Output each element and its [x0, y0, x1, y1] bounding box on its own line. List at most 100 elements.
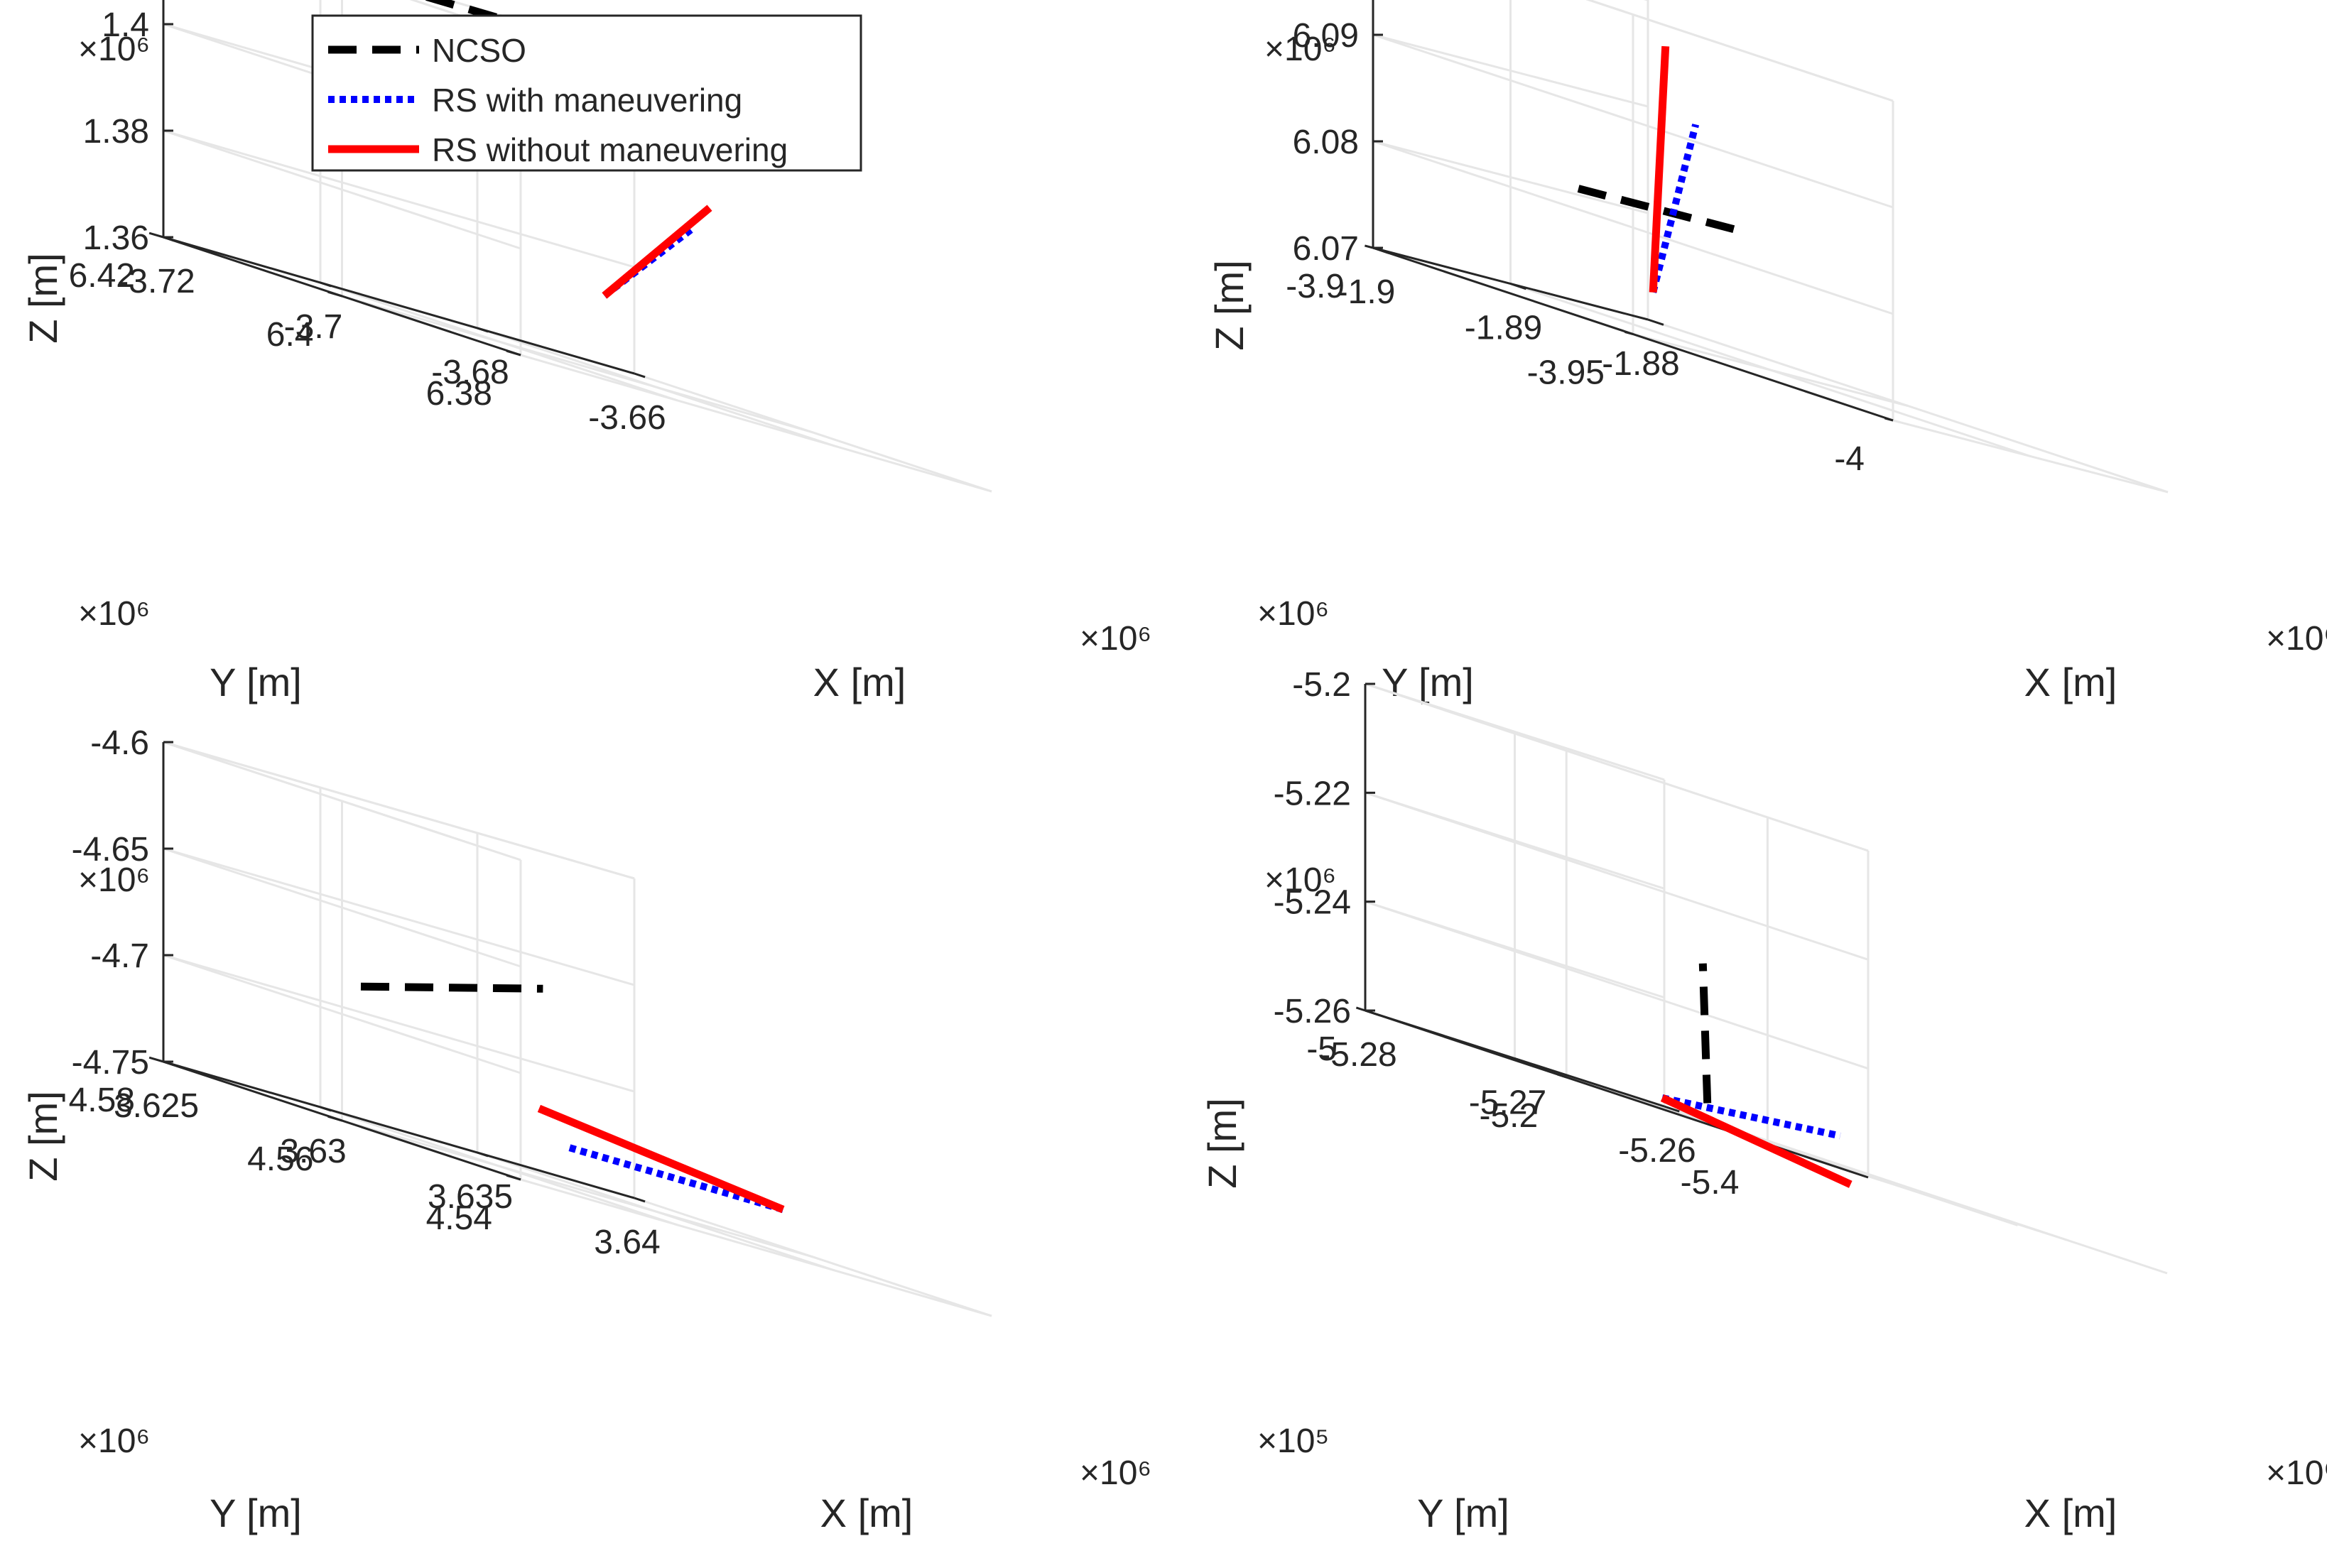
x-tick-label: -1.9 [1337, 273, 1396, 311]
y-tick-label: 6.42 [69, 257, 135, 295]
y-tick-label: 4.54 [426, 1199, 492, 1237]
x-tick [634, 372, 646, 379]
x-exponent-label: ×10⁶ [2266, 1454, 2327, 1492]
x-exponent-label: ×10⁶ [1080, 620, 1151, 658]
y-tick [1365, 244, 1374, 249]
grid-line-floor-y [1632, 333, 1909, 407]
legend-label: NCSO [432, 32, 526, 69]
y-tick-label: -5.4 [1681, 1164, 1740, 1202]
x-tick-label: 3.625 [114, 1087, 199, 1125]
series-line-rs-with-maneuvering [568, 1144, 784, 1214]
z-tick-label: 1.36 [83, 219, 149, 257]
series-line-rs-without-maneuvering [1660, 1094, 1853, 1188]
y-tick [1624, 331, 1634, 335]
axes [148, 741, 646, 1203]
z-tick-label: -5.22 [1274, 775, 1351, 812]
x-tick [320, 281, 332, 288]
z-tick-label: 6.07 [1293, 230, 1359, 268]
x-tick [1510, 283, 1526, 290]
legend-label: RS without maneuvering [432, 131, 788, 168]
box-edge [163, 741, 521, 861]
x-tick [477, 1151, 489, 1158]
legend-box [311, 14, 862, 172]
x-axis-label: X [m] [813, 660, 906, 704]
grid-line-wall-z [1372, 33, 1894, 209]
x-tick-label: -1.88 [1602, 345, 1679, 383]
z-exponent-label: ×10⁶ [78, 31, 150, 68]
y-axis-line [1365, 1009, 1869, 1179]
legend-label: RS with maneuvering [432, 82, 742, 119]
series-group [1660, 963, 1853, 1188]
z-axis-label: Z [m] [1200, 1098, 1244, 1189]
x-tick-label: -1.89 [1465, 310, 1542, 347]
y-tick-label: 6.38 [426, 375, 492, 413]
z-tick-label: -5.24 [1274, 884, 1351, 922]
grid-line-floor-y [520, 354, 992, 493]
z-tick-label: 6.09 [1293, 17, 1359, 55]
grid-line-wall-z [1372, 140, 1649, 214]
z-tick-label: -4.65 [72, 831, 149, 869]
series-line-rs-without-maneuvering [537, 1104, 785, 1214]
z-tick-label: -4.75 [72, 1044, 149, 1082]
y-exponent-label: ×10⁶ [1257, 595, 1329, 633]
y-tick [506, 1174, 521, 1181]
x-axis-label: X [m] [2024, 1491, 2117, 1535]
x-axis-line [163, 236, 635, 375]
y-axis-label: Y [m] [210, 660, 302, 704]
series-line-rs-with-maneuvering [602, 226, 694, 299]
box-edge [1585, 0, 1894, 102]
grid-line-wall-z [163, 847, 521, 968]
x-tick-label: -3.68 [431, 354, 509, 391]
x-tick [1514, 1057, 1531, 1065]
x-tick [477, 327, 489, 333]
grid-line-wall-z [1372, 140, 1894, 315]
grid-line-wall-z [1365, 900, 1665, 999]
y-axis-label: Y [m] [210, 1491, 302, 1535]
box-edge [163, 741, 635, 880]
grid-line-floor-y [342, 295, 813, 434]
z-axis-label: Z [m] [21, 253, 65, 344]
y-exponent-label: ×10⁶ [78, 1422, 150, 1460]
y-exponent-label: ×10⁶ [78, 595, 150, 633]
grid [1372, 0, 2169, 494]
y-tick-label: -3.9 [1286, 268, 1345, 305]
grid-line-floor-y [520, 1178, 992, 1317]
z-exponent-label: ×10⁶ [1264, 861, 1336, 899]
y-axis-label: Y [m] [1417, 1491, 1509, 1535]
x-tick-label: -3.7 [284, 308, 343, 346]
axes [148, 0, 646, 379]
y-axis-label: Y [m] [1382, 660, 1474, 704]
z-tick-label: 1.4 [102, 6, 149, 44]
x-exponent-label: ×10⁶ [1080, 1454, 1151, 1492]
x-tick [1664, 1105, 1680, 1113]
z-tick-label: -5.26 [1274, 993, 1351, 1030]
z-tick-label: -4.6 [90, 724, 149, 762]
grid-line-wall-z [163, 129, 521, 250]
z-axis-label: Z [m] [1207, 260, 1252, 351]
z-tick-label: 6.08 [1293, 124, 1359, 161]
x-tick-label: -3.66 [588, 399, 666, 437]
y-exponent-label: ×10⁵ [1257, 1422, 1329, 1460]
y-tick-label: 6.4 [266, 316, 314, 354]
series-line-rs-without-maneuvering [1649, 45, 1670, 293]
y-tick [1884, 417, 1894, 422]
series-line-ncso [1698, 963, 1712, 1104]
y-tick-label: -3.95 [1527, 354, 1605, 392]
grid-line-floor-y [1892, 419, 2169, 494]
chart-panel-br: -5.28-5.27-5.26-5.4-5.2-5-5.26-5.24-5.22… [1200, 666, 2327, 1535]
x-axis-label: X [m] [820, 1491, 913, 1535]
series-line-rs-with-maneuvering [1661, 1094, 1841, 1140]
x-tick-label: 3.63 [280, 1133, 346, 1170]
x-tick [634, 1197, 646, 1203]
x-axis-line [163, 1060, 635, 1199]
series-line-rs-with-maneuvering [1649, 124, 1700, 293]
y-tick [1355, 1006, 1366, 1012]
grid-line-wall-z [163, 954, 635, 1093]
grid [162, 741, 992, 1317]
series-line-ncso [1577, 185, 1746, 236]
z-tick-label: 1.38 [83, 113, 149, 151]
y-tick [1557, 1073, 1567, 1079]
y-tick-label: 4.58 [69, 1082, 135, 1119]
grid-line-wall-z [163, 129, 635, 268]
